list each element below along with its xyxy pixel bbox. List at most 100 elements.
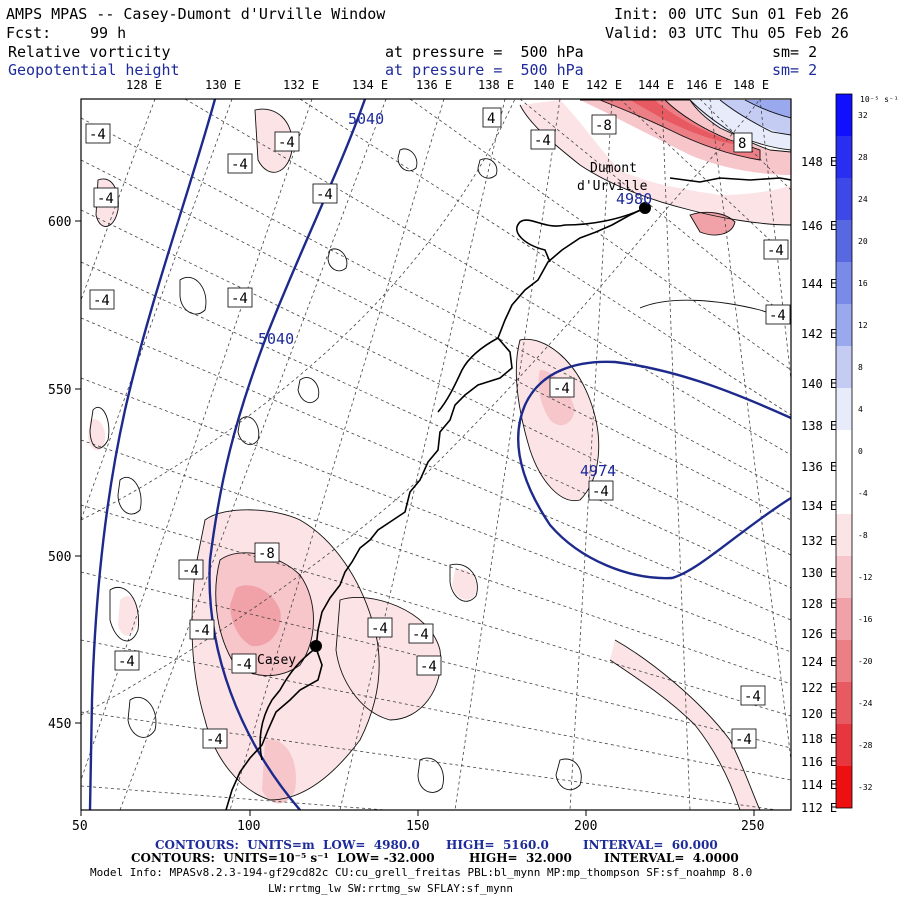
svg-text:-4: -4 <box>420 659 437 675</box>
svg-text:-4: -4 <box>182 563 199 579</box>
vort-label: -4 <box>114 650 140 671</box>
svg-text:-4: -4 <box>316 187 333 203</box>
vort-label: -4 <box>588 480 614 501</box>
svg-text:-4: -4 <box>231 291 248 307</box>
colorbar-swatch <box>836 556 852 598</box>
negative-vorticity-shading <box>88 100 791 810</box>
field2-level: at pressure = 500 hPa <box>385 61 584 79</box>
top-lon-label: 132 E <box>283 78 320 92</box>
svg-text:-4: -4 <box>735 732 752 748</box>
y-axis: 600 550 500 450 <box>48 215 81 732</box>
right-lon-label: 124 E <box>801 655 837 669</box>
field1-level: at pressure = 500 hPa <box>385 43 584 61</box>
init-time: Init: 00 UTC Sun 01 Feb 26 <box>614 5 849 23</box>
vorticity-contours <box>89 99 791 810</box>
right-lon-label: 148 E <box>801 155 837 169</box>
colorbar-swatch <box>836 136 852 178</box>
right-lon-label: 114 E <box>801 778 837 792</box>
colorbar-tick: -16 <box>858 615 873 624</box>
top-lon-label: 146 E <box>686 78 723 92</box>
vort-label: 4 <box>482 107 502 128</box>
colorbar-tick: 24 <box>858 195 868 204</box>
vort-label: -4 <box>227 153 253 174</box>
valid-time: Valid: 03 UTC Thu 05 Feb 26 <box>605 24 849 42</box>
right-lon-label: 132 E <box>801 534 837 548</box>
colorbar-tick: -12 <box>858 573 873 582</box>
vort-label: -4 <box>274 131 300 152</box>
x-tick-label: 100 <box>237 819 260 834</box>
field1-name: Relative vorticity <box>8 43 171 61</box>
map-title: AMPS MPAS -- Casey-Dumont d'Urville Wind… <box>6 5 386 23</box>
x-tick-label: 250 <box>741 819 764 834</box>
colorbar-tick: 28 <box>858 153 868 162</box>
right-lon-label: 112 E <box>801 801 837 815</box>
colorbar-swatch <box>836 430 852 472</box>
top-lon-label: 138 E <box>478 78 515 92</box>
height-label: 4974 <box>580 462 616 480</box>
footer-height-high: HIGH= 5160.0 <box>446 838 549 852</box>
right-lon-label: 144 E <box>801 277 837 291</box>
height-label: 5040 <box>348 110 384 128</box>
forecast-label: Fcst: <box>6 24 52 42</box>
positive-vorticity-shading <box>690 100 791 150</box>
height-label: 5040 <box>258 330 294 348</box>
top-lon-label: 134 E <box>352 78 389 92</box>
dumont-label-line2: d'Urville <box>577 179 648 194</box>
svg-text:-4: -4 <box>89 127 106 143</box>
top-lon-label: 148 E <box>733 78 770 92</box>
svg-text:-4: -4 <box>93 293 110 309</box>
colorbar-tick: 8 <box>858 363 863 372</box>
y-tick-label: 550 <box>48 383 71 398</box>
top-lon-label: 128 E <box>126 78 163 92</box>
vort-label: -4 <box>740 685 766 706</box>
vort-label: -4 <box>731 728 757 749</box>
vorticity-labels: -4 -4 -4 -4 -4 -4 -4 -4 -4 -4 -4 -4 -4 -… <box>85 107 791 749</box>
colorbar-swatch <box>836 304 852 346</box>
colorbar-swatch <box>836 766 852 808</box>
footer-height-interval: INTERVAL= 60.000 <box>583 838 718 852</box>
right-lon-label: 138 E <box>801 419 837 433</box>
vort-label: -8 <box>591 114 617 135</box>
top-lon-label: 140 E <box>533 78 570 92</box>
right-lon-label: 128 E <box>801 597 837 611</box>
colorbar-swatch <box>836 640 852 682</box>
colorbar-tick: -32 <box>858 783 873 792</box>
colorbar-tick: 16 <box>858 279 868 288</box>
footer-physics-info: LW:rrtmg_lw SW:rrtmg_sw SFLAY:sf_mynn <box>268 882 514 895</box>
right-lon-label: 120 E <box>801 707 837 721</box>
colorbar-swatch <box>836 388 852 430</box>
colorbar-tick: 4 <box>858 405 863 414</box>
svg-text:-4: -4 <box>769 308 786 324</box>
right-lon-label: 122 E <box>801 681 837 695</box>
y-tick-label: 600 <box>48 215 71 230</box>
dumont-durville-station-marker <box>639 202 651 214</box>
right-lon-label: 136 E <box>801 460 837 474</box>
vort-label: -4 <box>85 123 111 144</box>
dumont-label-line1: Dumont <box>590 161 637 176</box>
svg-text:-4: -4 <box>592 484 609 500</box>
vort-label: -4 <box>367 617 393 638</box>
casey-label: Casey <box>257 653 296 668</box>
right-lon-label: 118 E <box>801 732 837 746</box>
svg-text:-4: -4 <box>553 381 570 397</box>
footer-height-contours: CONTOURS: UNITS=m LOW= 4980.0 <box>155 838 420 852</box>
vort-label: -4 <box>93 187 119 208</box>
top-lon-label: 144 E <box>638 78 675 92</box>
vort-label: -4 <box>312 183 338 204</box>
vort-label: -4 <box>763 239 789 260</box>
right-lon-label: 126 E <box>801 627 837 641</box>
colorbar-swatch <box>836 724 852 766</box>
svg-text:-4: -4 <box>371 621 388 637</box>
footer-vort-high: HIGH= 32.000 <box>469 851 572 865</box>
top-lon-label: 130 E <box>205 78 242 92</box>
vort-label: -4 <box>89 289 115 310</box>
svg-text:-8: -8 <box>595 118 612 134</box>
svg-text:-4: -4 <box>534 133 551 149</box>
footer-model-info: Model Info: MPASv8.2.3-194-gf29cd82c CU:… <box>90 866 753 879</box>
vort-label: -8 <box>254 542 280 563</box>
vort-label: 8 <box>733 132 753 153</box>
forecast-hour: 99 h <box>90 24 127 42</box>
colorbar-swatch <box>836 682 852 724</box>
svg-text:-4: -4 <box>193 623 210 639</box>
